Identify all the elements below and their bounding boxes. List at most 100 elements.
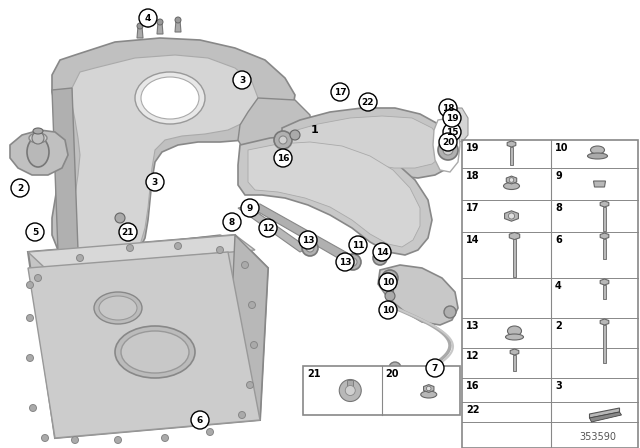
Text: 13: 13 <box>339 258 351 267</box>
Ellipse shape <box>94 292 142 324</box>
Polygon shape <box>589 408 620 418</box>
Polygon shape <box>90 235 240 258</box>
Bar <box>510 146 513 164</box>
Text: 16: 16 <box>276 154 289 163</box>
Circle shape <box>279 136 287 144</box>
Circle shape <box>443 109 461 127</box>
Circle shape <box>379 273 397 291</box>
Text: 17: 17 <box>466 203 479 213</box>
Circle shape <box>115 436 122 444</box>
Text: 22: 22 <box>466 405 479 415</box>
Circle shape <box>382 270 398 286</box>
Polygon shape <box>52 38 295 268</box>
Text: 3: 3 <box>239 76 245 85</box>
Text: 353590: 353590 <box>579 432 616 442</box>
Ellipse shape <box>141 77 199 119</box>
Circle shape <box>389 362 401 374</box>
Circle shape <box>274 131 292 149</box>
Text: 6: 6 <box>197 415 203 425</box>
Circle shape <box>216 246 223 254</box>
Text: 10: 10 <box>382 306 394 314</box>
Ellipse shape <box>29 133 47 143</box>
Polygon shape <box>600 201 609 207</box>
Polygon shape <box>248 142 420 247</box>
Circle shape <box>306 244 314 252</box>
Text: 8: 8 <box>229 217 235 227</box>
Circle shape <box>239 412 246 418</box>
Circle shape <box>127 245 134 251</box>
Text: 3: 3 <box>555 381 562 391</box>
Text: 17: 17 <box>333 87 346 96</box>
Polygon shape <box>290 116 443 168</box>
Bar <box>387 278 393 296</box>
Text: 10: 10 <box>555 143 568 153</box>
Circle shape <box>379 301 397 319</box>
Circle shape <box>250 341 257 349</box>
Circle shape <box>439 133 457 151</box>
Text: 6: 6 <box>555 235 562 245</box>
Polygon shape <box>433 118 460 172</box>
Polygon shape <box>228 235 268 420</box>
Polygon shape <box>589 412 621 422</box>
Circle shape <box>290 130 300 140</box>
Text: 16: 16 <box>466 381 479 391</box>
Circle shape <box>72 436 79 444</box>
Circle shape <box>115 213 125 223</box>
Ellipse shape <box>115 326 195 378</box>
Ellipse shape <box>506 334 524 340</box>
Circle shape <box>443 145 453 155</box>
Circle shape <box>26 314 33 322</box>
Circle shape <box>77 254 83 262</box>
Circle shape <box>443 123 461 141</box>
Circle shape <box>26 223 44 241</box>
Polygon shape <box>504 211 518 221</box>
Text: 9: 9 <box>555 171 562 181</box>
Text: 5: 5 <box>32 228 38 237</box>
Ellipse shape <box>420 391 436 398</box>
Circle shape <box>26 354 33 362</box>
Polygon shape <box>510 349 519 355</box>
Ellipse shape <box>99 296 137 320</box>
Text: 7: 7 <box>432 363 438 372</box>
Bar <box>513 239 516 277</box>
Ellipse shape <box>33 128 43 134</box>
Text: 22: 22 <box>362 98 374 107</box>
Circle shape <box>336 253 354 271</box>
Circle shape <box>339 379 361 401</box>
Circle shape <box>508 213 515 219</box>
Text: 12: 12 <box>466 351 479 361</box>
Polygon shape <box>157 22 163 34</box>
Ellipse shape <box>588 153 607 159</box>
Text: 12: 12 <box>262 224 275 233</box>
Text: 2: 2 <box>555 321 562 331</box>
Circle shape <box>274 149 292 167</box>
Text: 21: 21 <box>122 228 134 237</box>
Circle shape <box>444 306 456 318</box>
Circle shape <box>426 359 444 377</box>
Circle shape <box>241 199 259 217</box>
Circle shape <box>349 236 367 254</box>
Text: 15: 15 <box>445 128 458 137</box>
Circle shape <box>32 132 44 144</box>
Polygon shape <box>593 181 605 187</box>
Circle shape <box>439 99 457 117</box>
Text: 9: 9 <box>247 203 253 212</box>
Polygon shape <box>248 204 360 265</box>
Polygon shape <box>238 98 312 158</box>
Text: 10: 10 <box>382 277 394 287</box>
Text: 19: 19 <box>445 113 458 122</box>
Circle shape <box>137 23 143 29</box>
Circle shape <box>331 83 349 101</box>
Circle shape <box>29 405 36 412</box>
Circle shape <box>207 428 214 435</box>
Polygon shape <box>137 26 143 38</box>
Bar <box>348 379 353 388</box>
Circle shape <box>259 219 277 237</box>
Circle shape <box>233 71 251 89</box>
Circle shape <box>438 140 458 160</box>
Circle shape <box>161 435 168 441</box>
Polygon shape <box>238 135 432 255</box>
Text: 8: 8 <box>555 203 562 213</box>
Bar <box>604 324 605 362</box>
Text: 18: 18 <box>466 171 479 181</box>
